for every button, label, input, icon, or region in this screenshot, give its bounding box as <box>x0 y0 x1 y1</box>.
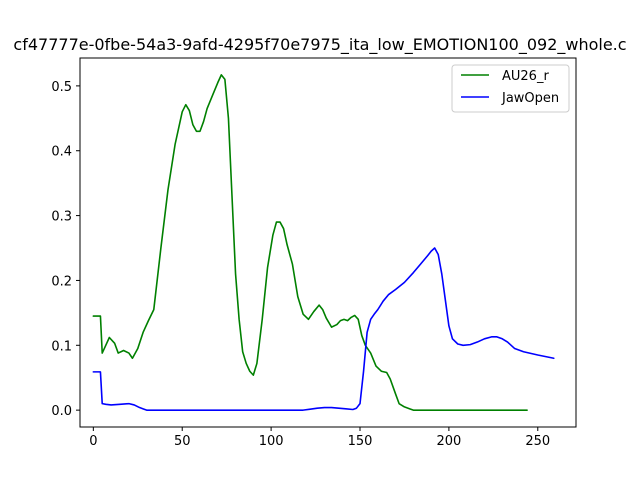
x-tick-label: 200 <box>436 434 461 449</box>
legend-box <box>451 64 570 113</box>
y-tick-label: 0.1 <box>51 339 72 354</box>
y-tick-label: 0.0 <box>51 404 72 419</box>
legend-label-au26: AU26_r <box>502 69 549 84</box>
x-tick-label: 250 <box>525 434 550 449</box>
plot-area <box>80 58 576 427</box>
series-line-au26-r <box>92 74 528 411</box>
y-tick-label: 0.4 <box>51 145 72 160</box>
x-axis: 0 50 100 150 200 250 <box>89 427 550 449</box>
series-layer <box>92 74 555 411</box>
y-tick-label: 0.5 <box>51 80 72 95</box>
legend-label-jawopen: JawOpen <box>501 91 559 106</box>
legend: AU26_r JawOpen <box>451 64 570 113</box>
plot-frame <box>79 57 577 428</box>
chart-title: cf47777e-0fbe-54a3-9afd-4295f70e7975_ita… <box>13 35 626 55</box>
x-tick-label: 50 <box>174 434 191 449</box>
x-tick-label: 100 <box>259 434 284 449</box>
series-line-jawopen <box>92 247 555 411</box>
y-axis: 0.0 0.1 0.2 0.3 0.4 0.5 <box>51 80 80 419</box>
y-tick-label: 0.2 <box>51 274 72 289</box>
y-tick-label: 0.3 <box>51 210 72 225</box>
x-tick-label: 0 <box>89 434 97 449</box>
x-tick-label: 150 <box>348 434 373 449</box>
